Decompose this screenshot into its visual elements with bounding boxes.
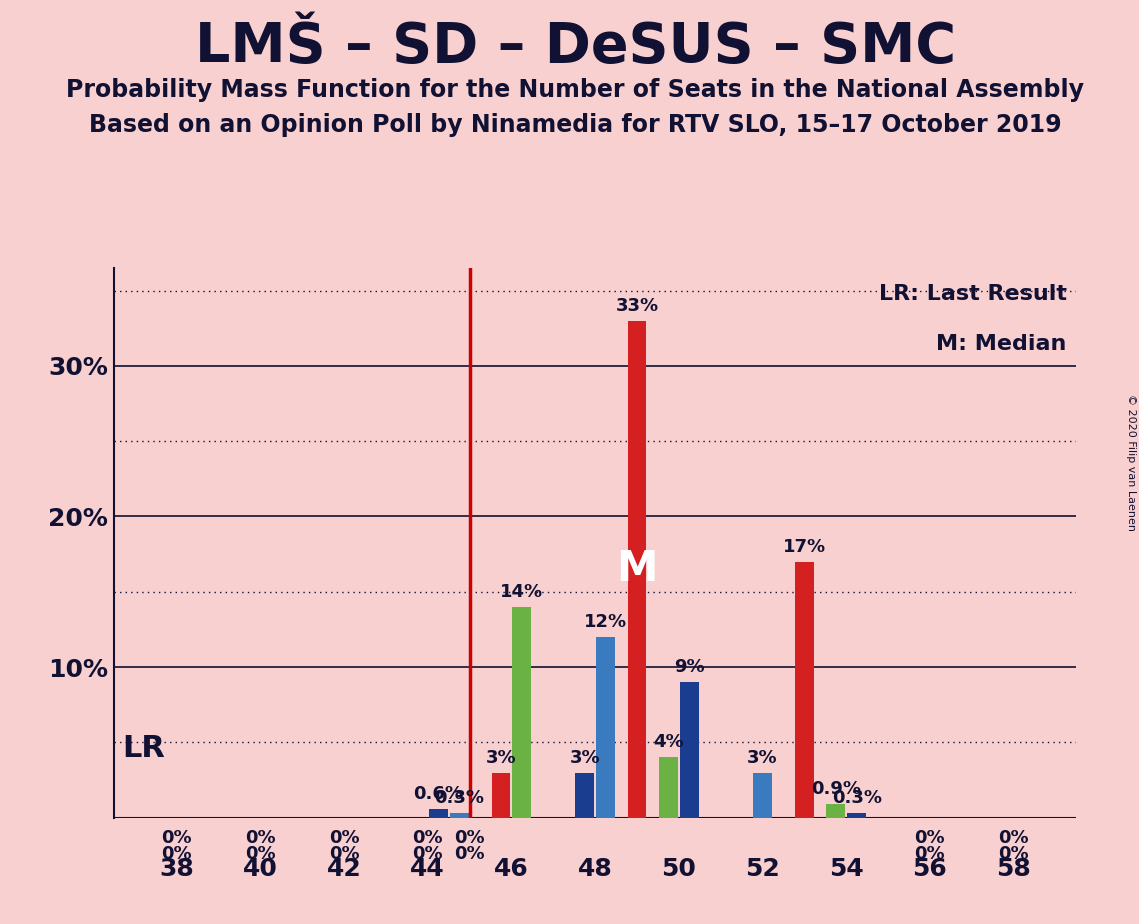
Bar: [753, 772, 772, 818]
Text: 0%: 0%: [998, 829, 1029, 846]
Bar: [795, 562, 813, 818]
Text: 0.6%: 0.6%: [413, 784, 464, 803]
Text: 0.3%: 0.3%: [434, 789, 484, 808]
Text: 0%: 0%: [329, 845, 360, 863]
Text: 0%: 0%: [998, 845, 1029, 863]
Bar: [575, 772, 595, 818]
Bar: [847, 813, 866, 818]
Text: 0%: 0%: [162, 829, 192, 846]
Text: 0%: 0%: [412, 829, 443, 846]
Bar: [596, 637, 615, 818]
Bar: [826, 804, 845, 818]
Text: 0%: 0%: [245, 845, 276, 863]
Text: M: M: [616, 548, 657, 590]
Text: 4%: 4%: [653, 734, 683, 751]
Bar: [513, 607, 531, 818]
Text: 3%: 3%: [570, 748, 600, 767]
Text: 3%: 3%: [485, 748, 516, 767]
Text: © 2020 Filip van Laenen: © 2020 Filip van Laenen: [1125, 394, 1136, 530]
Bar: [628, 321, 647, 818]
Text: LR: LR: [122, 734, 165, 763]
Text: 14%: 14%: [500, 583, 543, 601]
Text: LR: Last Result: LR: Last Result: [878, 285, 1067, 304]
Text: 17%: 17%: [782, 538, 826, 555]
Text: M: Median: M: Median: [936, 334, 1067, 354]
Text: 33%: 33%: [615, 297, 658, 315]
Text: 0.9%: 0.9%: [811, 780, 861, 798]
Text: 0%: 0%: [245, 829, 276, 846]
Bar: [428, 808, 448, 818]
Bar: [492, 772, 510, 818]
Text: 9%: 9%: [674, 658, 705, 676]
Bar: [450, 813, 468, 818]
Text: 0%: 0%: [454, 829, 485, 846]
Text: Probability Mass Function for the Number of Seats in the National Assembly: Probability Mass Function for the Number…: [66, 78, 1084, 102]
Text: 0%: 0%: [162, 845, 192, 863]
Text: 12%: 12%: [584, 613, 628, 631]
Text: 0%: 0%: [454, 845, 485, 863]
Text: 0%: 0%: [915, 829, 945, 846]
Text: 0%: 0%: [329, 829, 360, 846]
Bar: [659, 758, 678, 818]
Text: 0%: 0%: [915, 845, 945, 863]
Text: Based on an Opinion Poll by Ninamedia for RTV SLO, 15–17 October 2019: Based on an Opinion Poll by Ninamedia fo…: [89, 113, 1062, 137]
Text: 3%: 3%: [747, 748, 778, 767]
Bar: [680, 682, 698, 818]
Text: LMŠ – SD – DeSUS – SMC: LMŠ – SD – DeSUS – SMC: [195, 20, 956, 74]
Text: 0%: 0%: [412, 845, 443, 863]
Text: 0.3%: 0.3%: [831, 789, 882, 808]
